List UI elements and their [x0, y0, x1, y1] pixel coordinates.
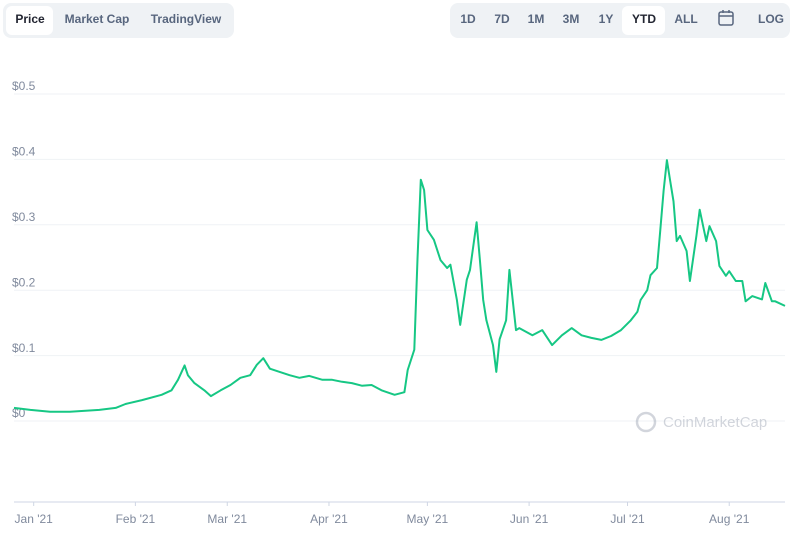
- range[interactable]: 1M: [528, 12, 545, 26]
- y-tick-label: $0.2: [12, 275, 36, 289]
- y-tick-label: $0.3: [12, 210, 36, 224]
- range[interactable]: 1D: [460, 12, 476, 26]
- range[interactable]: 7D: [494, 12, 510, 26]
- price-line: [13, 159, 786, 413]
- x-tick-label: Feb '21: [116, 512, 156, 526]
- y-tick-label: $0.4: [12, 145, 36, 159]
- tab[interactable]: TradingView: [151, 12, 222, 26]
- y-tick-label: $0.5: [12, 79, 36, 93]
- x-tick-label: Apr '21: [310, 512, 348, 526]
- x-tick-label: Aug '21: [709, 512, 750, 526]
- range[interactable]: YTD: [632, 12, 656, 26]
- range-group: [450, 3, 790, 38]
- range[interactable]: ALL: [674, 12, 697, 26]
- x-tick-label: Mar '21: [207, 512, 247, 526]
- range-selected: [622, 6, 665, 35]
- tab-selected: [6, 6, 53, 35]
- x-tick-label: May '21: [407, 512, 449, 526]
- x-tick-label: Jan '21: [15, 512, 54, 526]
- tab[interactable]: Price: [15, 12, 45, 26]
- watermark: CoinMarketCap: [635, 411, 767, 433]
- x-tick-label: Jun '21: [510, 512, 549, 526]
- tab-group: [3, 3, 234, 38]
- range[interactable]: 1Y: [599, 12, 614, 26]
- tab[interactable]: Market Cap: [65, 12, 130, 26]
- y-tick-label: $0.1: [12, 341, 36, 355]
- calendar-icon[interactable]: [718, 10, 734, 26]
- x-tick-label: Jul '21: [610, 512, 645, 526]
- watermark-text: CoinMarketCap: [663, 414, 767, 431]
- range[interactable]: 3M: [563, 12, 580, 26]
- log-toggle[interactable]: LOG: [758, 12, 784, 26]
